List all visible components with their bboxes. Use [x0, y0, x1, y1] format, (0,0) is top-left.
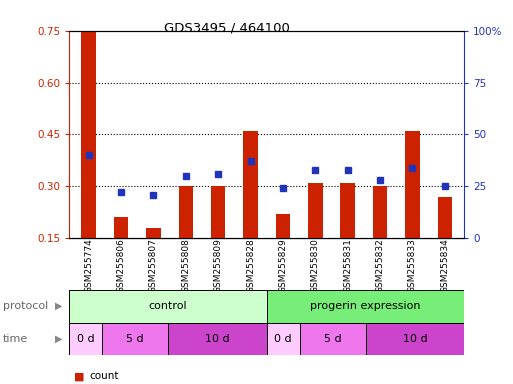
- Bar: [102, 323, 168, 355]
- Bar: [438, 197, 452, 238]
- Bar: [82, 31, 96, 238]
- Bar: [300, 323, 365, 355]
- Text: GSM255809: GSM255809: [214, 238, 223, 293]
- Text: count: count: [90, 371, 120, 381]
- Text: 0 d: 0 d: [274, 334, 292, 344]
- Text: 10 d: 10 d: [205, 334, 230, 344]
- Bar: [114, 217, 128, 238]
- Text: progerin expression: progerin expression: [310, 301, 421, 311]
- Text: GDS3495 / 464100: GDS3495 / 464100: [164, 21, 290, 34]
- Bar: [373, 186, 387, 238]
- Bar: [365, 323, 464, 355]
- Bar: [69, 323, 102, 355]
- Bar: [179, 186, 193, 238]
- Text: GSM255829: GSM255829: [279, 238, 287, 293]
- Bar: [341, 183, 355, 238]
- Bar: [243, 131, 258, 238]
- Text: ■: ■: [74, 371, 85, 381]
- Text: GSM255828: GSM255828: [246, 238, 255, 293]
- Text: 0 d: 0 d: [77, 334, 94, 344]
- Bar: [168, 323, 267, 355]
- Text: GSM255832: GSM255832: [376, 238, 385, 293]
- Text: protocol: protocol: [3, 301, 48, 311]
- Bar: [405, 131, 420, 238]
- Text: GSM255831: GSM255831: [343, 238, 352, 293]
- Bar: [275, 214, 290, 238]
- Bar: [267, 323, 300, 355]
- Text: 10 d: 10 d: [403, 334, 427, 344]
- Text: time: time: [3, 334, 28, 344]
- Bar: [308, 183, 323, 238]
- Text: GSM255806: GSM255806: [116, 238, 126, 293]
- Text: control: control: [149, 301, 187, 311]
- Bar: [267, 290, 464, 323]
- Text: GSM255808: GSM255808: [181, 238, 190, 293]
- Text: GSM255834: GSM255834: [440, 238, 449, 293]
- Text: GSM255774: GSM255774: [84, 238, 93, 293]
- Bar: [211, 186, 226, 238]
- Text: GSM255833: GSM255833: [408, 238, 417, 293]
- Text: GSM255830: GSM255830: [311, 238, 320, 293]
- Text: 5 d: 5 d: [324, 334, 342, 344]
- Text: ▶: ▶: [55, 301, 63, 311]
- Bar: [69, 290, 267, 323]
- Text: 5 d: 5 d: [126, 334, 144, 344]
- Text: GSM255807: GSM255807: [149, 238, 158, 293]
- Text: ▶: ▶: [55, 334, 63, 344]
- Bar: [146, 228, 161, 238]
